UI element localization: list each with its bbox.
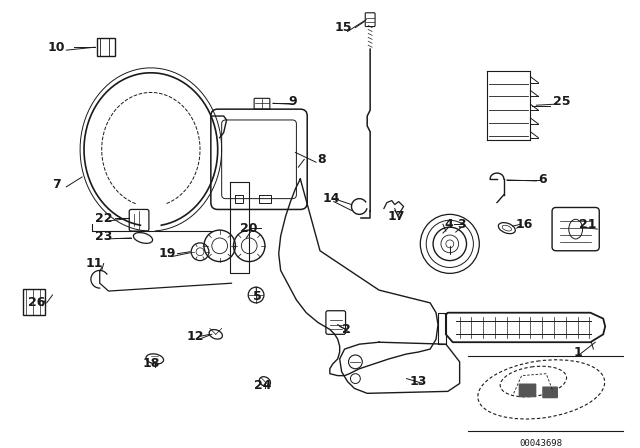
Text: 20: 20: [241, 222, 258, 235]
Text: 3: 3: [458, 218, 466, 231]
Text: 24: 24: [254, 379, 272, 392]
Text: 8: 8: [317, 153, 326, 166]
Text: 14: 14: [323, 192, 340, 205]
Text: 21: 21: [579, 218, 596, 231]
Text: 12: 12: [186, 330, 204, 343]
FancyBboxPatch shape: [518, 383, 536, 397]
Text: 15: 15: [335, 21, 353, 34]
Text: 25: 25: [553, 95, 571, 108]
Text: 23: 23: [95, 229, 113, 242]
Text: 1: 1: [573, 345, 582, 358]
Text: 2: 2: [342, 323, 351, 336]
Text: 10: 10: [48, 41, 65, 54]
Text: 22: 22: [95, 212, 113, 225]
Text: 13: 13: [410, 375, 427, 388]
FancyBboxPatch shape: [542, 387, 558, 398]
Text: 26: 26: [28, 297, 45, 310]
Text: 4: 4: [444, 218, 453, 231]
Text: 11: 11: [85, 257, 102, 270]
Text: 00043698: 00043698: [520, 439, 563, 448]
Text: 7: 7: [52, 178, 61, 191]
Text: 19: 19: [159, 247, 176, 260]
Text: 16: 16: [516, 218, 533, 231]
Text: 9: 9: [288, 95, 297, 108]
Text: 18: 18: [142, 358, 159, 370]
Text: 5: 5: [253, 290, 262, 303]
Text: 17: 17: [388, 210, 406, 223]
Text: 6: 6: [538, 173, 547, 186]
